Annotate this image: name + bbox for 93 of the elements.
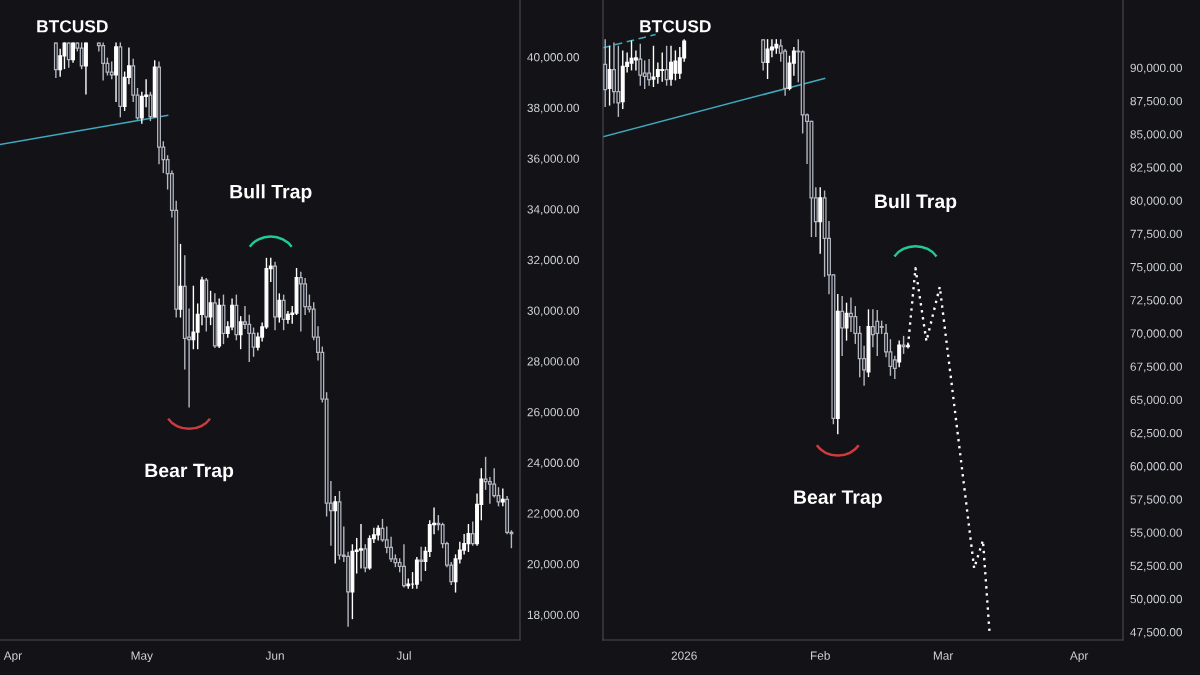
text: BTCUSD xyxy=(37,20,108,33)
y-tick-label: 18,000.00 xyxy=(527,610,579,621)
y-tick-label: 26,000.00 xyxy=(527,407,579,418)
annotation: Bear Trap xyxy=(794,490,882,508)
y-tick-label: 30,000.00 xyxy=(527,306,579,317)
candlestick xyxy=(251,327,256,357)
annotation: Bull Trap xyxy=(230,184,312,203)
y-tick-label: 67,500.00 xyxy=(1130,362,1182,373)
candlestick xyxy=(79,42,84,70)
candlestick xyxy=(333,496,338,564)
y-tick-label: 24,000.00 xyxy=(527,458,579,469)
y-tick-label: 75,000.00 xyxy=(1130,262,1182,273)
candlestick xyxy=(71,42,76,63)
candlestick xyxy=(363,544,368,573)
candlestick xyxy=(148,91,153,122)
candlestick xyxy=(389,536,394,563)
y-tick-label: 82,500.00 xyxy=(1130,163,1182,174)
candlestick xyxy=(376,525,381,541)
candlestick xyxy=(101,42,106,81)
y-tick-label: 50,000.00 xyxy=(1130,594,1182,605)
x-tick-label: Mar xyxy=(933,651,954,660)
candlestick xyxy=(642,60,647,89)
candlestick xyxy=(281,294,286,331)
y-tick-label: 22,000.00 xyxy=(527,509,579,520)
candlestick xyxy=(660,52,665,82)
x-tick-label: Apr xyxy=(3,651,22,663)
y-tick-label: 85,000.00 xyxy=(1130,130,1182,140)
annotation: Bear Trap xyxy=(145,463,234,482)
y-tick-label: 52,500.00 xyxy=(1130,561,1182,572)
candlestick xyxy=(765,39,770,80)
candlestick xyxy=(359,523,363,569)
candlestick xyxy=(466,523,471,552)
x-tick-label: 2026 xyxy=(671,651,697,660)
y-tick-label: 20,000.00 xyxy=(527,559,579,570)
y-tick-label: 34,000.00 xyxy=(527,205,579,215)
candlestick xyxy=(651,45,656,88)
candlestick xyxy=(277,293,282,323)
candlestick xyxy=(633,50,638,71)
y-tick-label: 77,500.00 xyxy=(1130,229,1182,240)
candlestick xyxy=(875,310,880,356)
y-tick-label: 65,000.00 xyxy=(1130,395,1182,406)
candlestick xyxy=(638,43,643,86)
candlestick xyxy=(655,62,660,84)
candlestick xyxy=(500,488,505,507)
candlestick xyxy=(761,39,766,71)
y-tick-label: 57,500.00 xyxy=(1130,495,1182,506)
candlestick xyxy=(905,342,910,349)
x-tick-label: Apr xyxy=(1069,651,1089,663)
text: BTCUSD xyxy=(640,20,711,33)
candlestick xyxy=(419,546,424,582)
candlestick xyxy=(892,355,897,380)
y-tick-label: 87,500.00 xyxy=(1130,96,1182,107)
candlestick xyxy=(208,290,213,326)
candlestick xyxy=(664,45,669,86)
y-tick-label: 72,500.00 xyxy=(1130,296,1182,306)
candlestick xyxy=(298,271,303,332)
y-tick-label: 40,000.00 xyxy=(527,53,579,63)
candlestick xyxy=(870,309,875,348)
y-tick-label: 55,000.00 xyxy=(1130,528,1182,539)
y-tick-label: 47,500.00 xyxy=(1130,628,1182,638)
x-tick-label: May xyxy=(131,651,153,663)
annotation: Bull Trap xyxy=(875,193,957,212)
candlestick xyxy=(848,297,853,332)
candlestick xyxy=(191,285,196,350)
candlestick xyxy=(238,316,243,350)
candlestick xyxy=(83,42,88,95)
candlestick xyxy=(66,42,71,68)
candlestick xyxy=(844,302,849,341)
candlestick xyxy=(487,477,492,504)
candlestick xyxy=(818,187,823,254)
x-tick-label: Jun xyxy=(265,651,284,660)
x-tick-label: Feb xyxy=(811,651,830,660)
candlestick xyxy=(629,40,634,71)
y-tick-label: 80,000.00 xyxy=(1130,196,1182,207)
candlestick xyxy=(616,45,621,117)
y-tick-label: 62,500.00 xyxy=(1130,428,1182,439)
candlestick xyxy=(230,298,235,331)
candlestick xyxy=(897,340,902,368)
y-tick-label: 70,000.00 xyxy=(1130,329,1182,340)
y-tick-label: 90,000.00 xyxy=(1130,63,1182,74)
candlestick xyxy=(607,45,612,106)
candlestick xyxy=(470,521,475,546)
candlestick xyxy=(669,45,674,86)
y-tick-label: 28,000.00 xyxy=(527,357,579,367)
y-tick-label: 38,000.00 xyxy=(527,103,579,114)
y-tick-label: 36,000.00 xyxy=(527,154,579,165)
candlestick xyxy=(840,296,845,356)
x-tick-label: Jul xyxy=(396,651,411,660)
candlestick xyxy=(402,544,406,588)
y-tick-label: 32,000.00 xyxy=(527,255,579,266)
candlestick xyxy=(611,42,616,104)
candlestick xyxy=(647,59,652,86)
y-tick-label: 60,000.00 xyxy=(1130,462,1182,472)
